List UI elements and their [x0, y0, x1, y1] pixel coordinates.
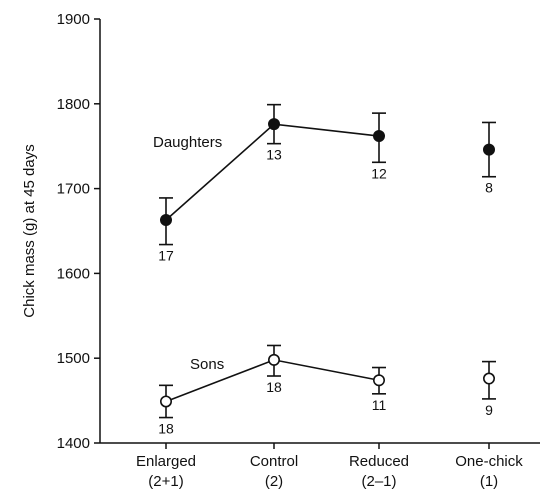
y-ticks: 1400 1500 1600 1700 1800 1900 — [57, 11, 100, 452]
y-axis: 1400 1500 1600 1700 1800 1900 Chick mass (g) … — [21, 11, 101, 452]
y-tick-label: 1400 — [57, 435, 90, 452]
y-axis-title: Chick mass (g) at 45 days — [21, 144, 38, 317]
data-point — [482, 143, 495, 156]
y-tick-label: 1900 — [57, 11, 90, 28]
x-tick-sublabel: (2+1) — [148, 473, 183, 490]
series-label: Daughters — [153, 134, 222, 151]
x-tick-sublabel: (1) — [480, 473, 498, 490]
y-tick-label: 1700 — [57, 181, 90, 198]
data-point — [267, 118, 280, 131]
x-tick-sublabel: (2) — [265, 473, 283, 490]
plot-area: 17 13 12 8 Daughters 18 18 11 9 Sons — [153, 103, 496, 437]
y-tick-label: 1500 — [57, 350, 90, 367]
data-point — [160, 395, 173, 408]
x-tick-sublabel: (2–1) — [361, 473, 396, 490]
data-point — [482, 372, 495, 385]
sample-size-label: 13 — [266, 147, 282, 163]
data-point — [372, 130, 385, 143]
sample-size-label: 18 — [266, 379, 282, 395]
series-label: Sons — [190, 356, 224, 373]
x-ticks: Enlarged (2+1) Control (2) Reduced (2–1) One-c… — [136, 443, 523, 490]
sample-size-label: 8 — [485, 180, 493, 196]
y-tick-label: 1600 — [57, 265, 90, 282]
sample-size-label: 12 — [371, 165, 387, 181]
sample-size-label: 9 — [485, 402, 493, 418]
x-tick-label: One-chick — [455, 453, 523, 470]
data-point — [267, 353, 280, 366]
x-tick-label: Reduced — [349, 453, 409, 470]
x-axis: Enlarged (2+1) Control (2) Reduced (2–1) One-c… — [100, 442, 540, 490]
series-sons: 18 18 11 9 Sons — [158, 344, 496, 437]
y-tick-label: 1800 — [57, 96, 90, 113]
data-point — [160, 213, 173, 226]
sample-size-label: 18 — [158, 421, 174, 437]
sample-size-label: 11 — [372, 397, 387, 413]
x-tick-label: Enlarged — [136, 453, 196, 470]
data-point — [372, 374, 385, 387]
sample-size-label: 17 — [158, 248, 174, 264]
x-tick-label: Control — [250, 453, 298, 470]
series-daughters: 17 13 12 8 Daughters — [153, 103, 496, 264]
